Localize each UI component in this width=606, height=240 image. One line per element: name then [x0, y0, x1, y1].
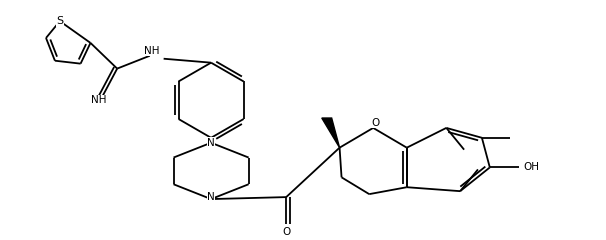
Text: OH: OH — [524, 162, 539, 173]
Text: NH: NH — [144, 46, 159, 56]
Text: NH: NH — [91, 95, 106, 105]
Text: N: N — [207, 138, 215, 148]
Text: N: N — [207, 192, 215, 202]
Text: O: O — [282, 227, 290, 237]
Polygon shape — [322, 118, 339, 148]
Text: S: S — [56, 16, 64, 26]
Text: O: O — [371, 118, 379, 128]
